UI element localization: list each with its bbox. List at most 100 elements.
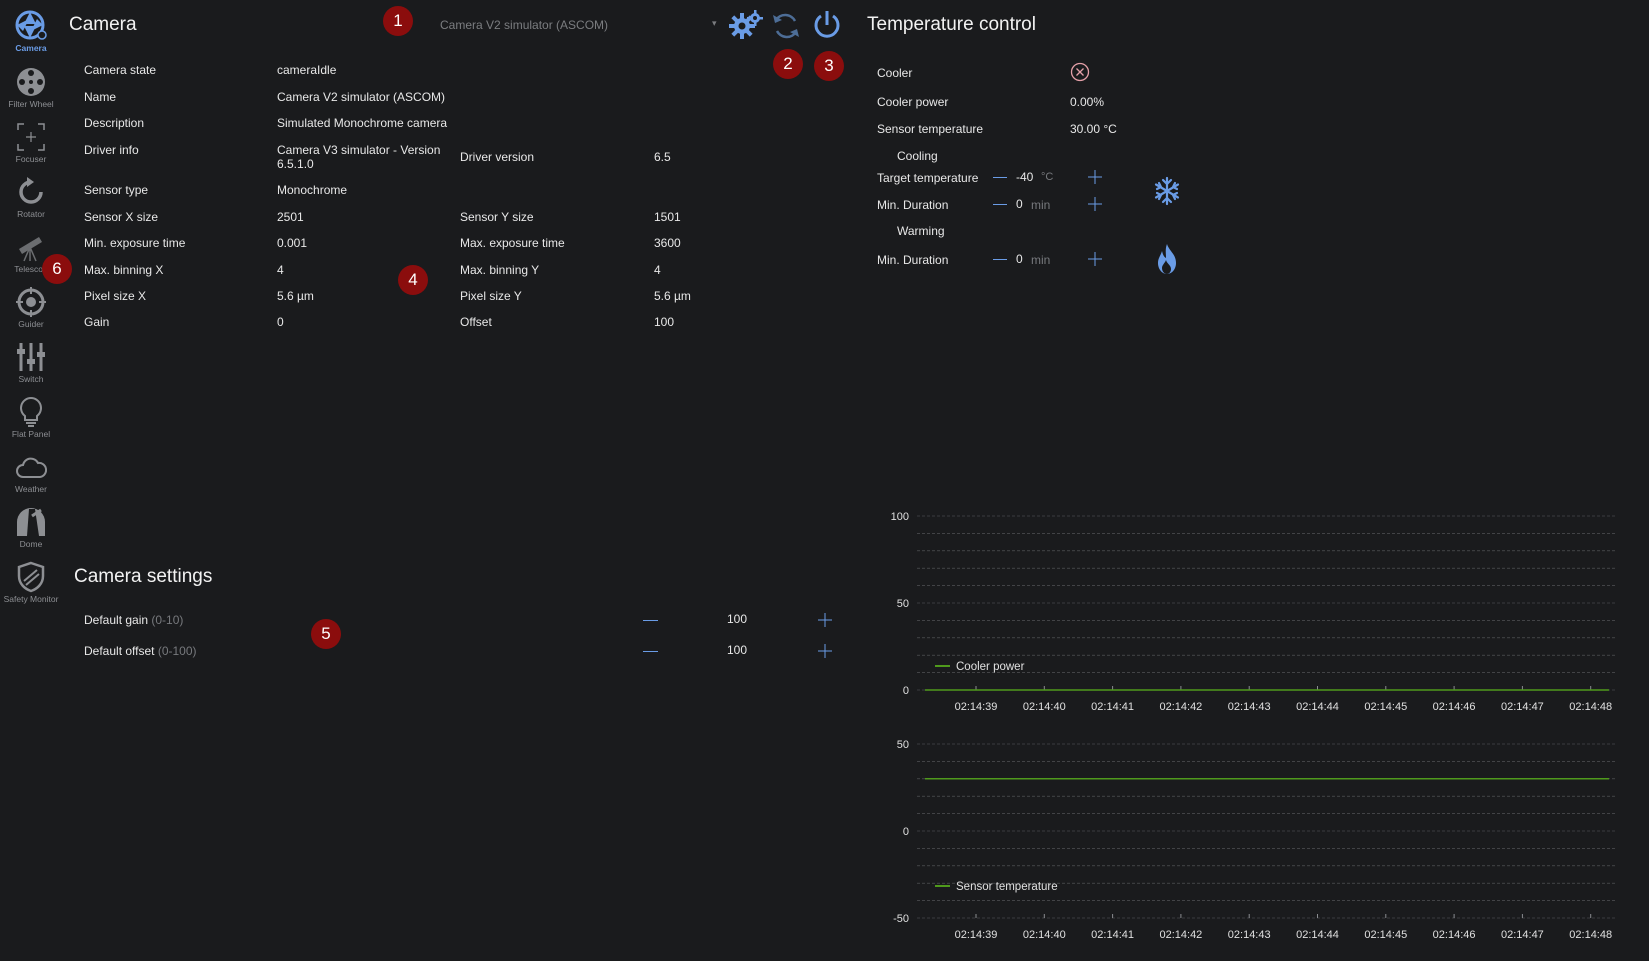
warming-min-duration-input[interactable]: 0 [1016, 252, 1023, 266]
default-offset-input[interactable]: 100 [727, 643, 748, 657]
y-tick-label: 50 [897, 598, 909, 610]
max-exposure-label: Max. exposure time [460, 236, 565, 250]
sidebar-item-safety-monitor[interactable]: Safety Monitor [0, 561, 62, 604]
sensor-y-value: 1501 [654, 210, 681, 224]
cooler-power-chart: 100 50 0 02:14:39 02:14:40 02:14:41 02:14:42 02… [891, 511, 1617, 713]
sensor-temperature-value: 30.00 °C [1070, 122, 1117, 136]
cooler-off-icon[interactable] [1070, 62, 1090, 82]
legend-label: Cooler power [956, 661, 1025, 673]
sidebar-item-label: Flat Panel [11, 429, 51, 439]
default-gain-input[interactable]: 100 [727, 612, 748, 626]
sensor-x-label: Sensor X size [84, 210, 159, 224]
annotation-badge-6: 6 [42, 254, 72, 284]
cooling-min-duration-decrement-button[interactable] [993, 204, 1007, 205]
focuser-icon [17, 123, 45, 151]
sidebar-item-dome[interactable]: Dome [0, 506, 62, 549]
x-tick-label: 02:14:45 [1364, 701, 1407, 713]
sidebar-item-flat-panel[interactable]: Flat Panel [0, 396, 62, 439]
driver-version-label: Driver version [460, 150, 535, 164]
pixel-size-y-value: 5.6 µm [654, 289, 691, 303]
target-temperature-increment-button[interactable] [1087, 169, 1103, 185]
max-binning-y-label: Max. binning Y [460, 263, 540, 277]
refresh-icon[interactable] [771, 11, 801, 41]
default-offset-range: (0-100) [157, 644, 197, 658]
x-tick-label: 02:14:48 [1569, 701, 1612, 713]
pixel-size-x-value: 5.6 µm [277, 289, 314, 303]
chevron-down-icon: ▾ [712, 18, 717, 28]
sidebar-item-label: Filter Wheel [8, 99, 54, 109]
gain-label: Gain [84, 315, 110, 329]
flat-panel-bulb-icon [20, 396, 42, 427]
cooler-power-label: Cooler power [877, 95, 949, 109]
annotation-badge-1: 1 [383, 6, 413, 36]
sidebar-item-label: Camera [15, 43, 47, 53]
x-tick-label: 02:14:46 [1433, 929, 1476, 941]
cooling-min-duration-increment-button[interactable] [1087, 196, 1103, 212]
sidebar-item-filter-wheel[interactable]: Filter Wheel [0, 66, 62, 109]
x-tick-label: 02:14:40 [1023, 929, 1066, 941]
cooling-min-duration-input[interactable]: 0 [1016, 197, 1023, 211]
target-temperature-input[interactable]: -40 [1016, 170, 1034, 184]
settings-gears-icon[interactable] [729, 9, 763, 43]
sidebar-item-label: Guider [18, 319, 44, 329]
x-tick-label: 02:14:39 [955, 701, 998, 713]
description-label: Description [84, 116, 145, 130]
y-tick-label: 0 [903, 685, 909, 697]
default-offset-decrement-button[interactable] [643, 651, 658, 652]
default-offset-label-text: Default offset [84, 644, 155, 658]
x-tick-label: 02:14:41 [1091, 701, 1134, 713]
weather-cloud-icon [16, 457, 47, 478]
warming-min-duration-increment-button[interactable] [1087, 251, 1103, 267]
sidebar-item-label: Telescop [14, 264, 48, 274]
x-tick-label: 02:14:43 [1228, 929, 1271, 941]
dome-icon [17, 508, 45, 536]
max-binning-x-value: 4 [277, 263, 284, 277]
default-gain-increment-button[interactable] [817, 612, 833, 628]
cooling-label: Cooling [897, 149, 938, 163]
sidebar: Camera Filter Wheel Focuser Rotator Tele… [0, 0, 62, 961]
sidebar-item-guider[interactable]: Guider [0, 286, 62, 329]
camera-device-select[interactable]: Camera V2 simulator (ASCOM) ▾ [440, 18, 720, 32]
y-tick-label: -50 [893, 913, 909, 925]
sidebar-item-switch[interactable]: Switch [0, 341, 62, 384]
sidebar-item-telescope[interactable]: Telescop [0, 231, 62, 274]
sidebar-item-label: Weather [15, 484, 47, 494]
y-tick-label: 100 [891, 511, 909, 523]
pixel-size-x-label: Pixel size X [84, 289, 147, 303]
default-offset-label: Default offset (0-100) [84, 644, 197, 658]
max-binning-x-label: Max. binning X [84, 263, 164, 277]
cooler-power-value: 0.00% [1070, 95, 1105, 109]
warming-min-duration-label: Min. Duration [877, 253, 949, 267]
telescope-icon [19, 237, 42, 262]
x-tick-label: 02:14:47 [1501, 701, 1544, 713]
snowflake-cool-icon[interactable] [1153, 176, 1181, 206]
sidebar-item-focuser[interactable]: Focuser [0, 121, 62, 164]
default-gain-decrement-button[interactable] [643, 620, 658, 621]
warming-min-duration-decrement-button[interactable] [993, 259, 1007, 260]
name-label: Name [84, 90, 117, 104]
flame-warm-icon[interactable] [1154, 243, 1180, 275]
sensor-temperature-label: Sensor temperature [877, 122, 984, 136]
driver-info-value-line1: Camera V3 simulator - Version [277, 143, 441, 157]
x-tick-label: 02:14:39 [955, 929, 998, 941]
default-gain-range: (0-10) [151, 613, 184, 627]
power-connect-icon[interactable] [812, 10, 842, 40]
sidebar-item-weather[interactable]: Weather [0, 451, 62, 494]
offset-value: 100 [654, 315, 675, 329]
cooling-min-duration-unit: min [1031, 198, 1051, 212]
default-offset-increment-button[interactable] [817, 643, 833, 659]
x-tick-label: 02:14:48 [1569, 929, 1612, 941]
sidebar-item-rotator[interactable]: Rotator [0, 176, 62, 219]
target-temperature-unit: °C [1041, 171, 1054, 183]
max-binning-y-value: 4 [654, 263, 661, 277]
camera-title: Camera [69, 14, 137, 35]
filter-wheel-icon [17, 68, 45, 96]
sidebar-item-camera[interactable]: Camera [0, 10, 62, 53]
y-tick-label: 50 [897, 739, 909, 751]
cooler-label: Cooler [877, 66, 913, 80]
gain-value: 0 [277, 315, 284, 329]
x-tick-label: 02:14:44 [1296, 929, 1339, 941]
target-temperature-decrement-button[interactable] [993, 177, 1007, 178]
x-tick-label: 02:14:45 [1364, 929, 1407, 941]
x-tick-label: 02:14:42 [1159, 929, 1202, 941]
